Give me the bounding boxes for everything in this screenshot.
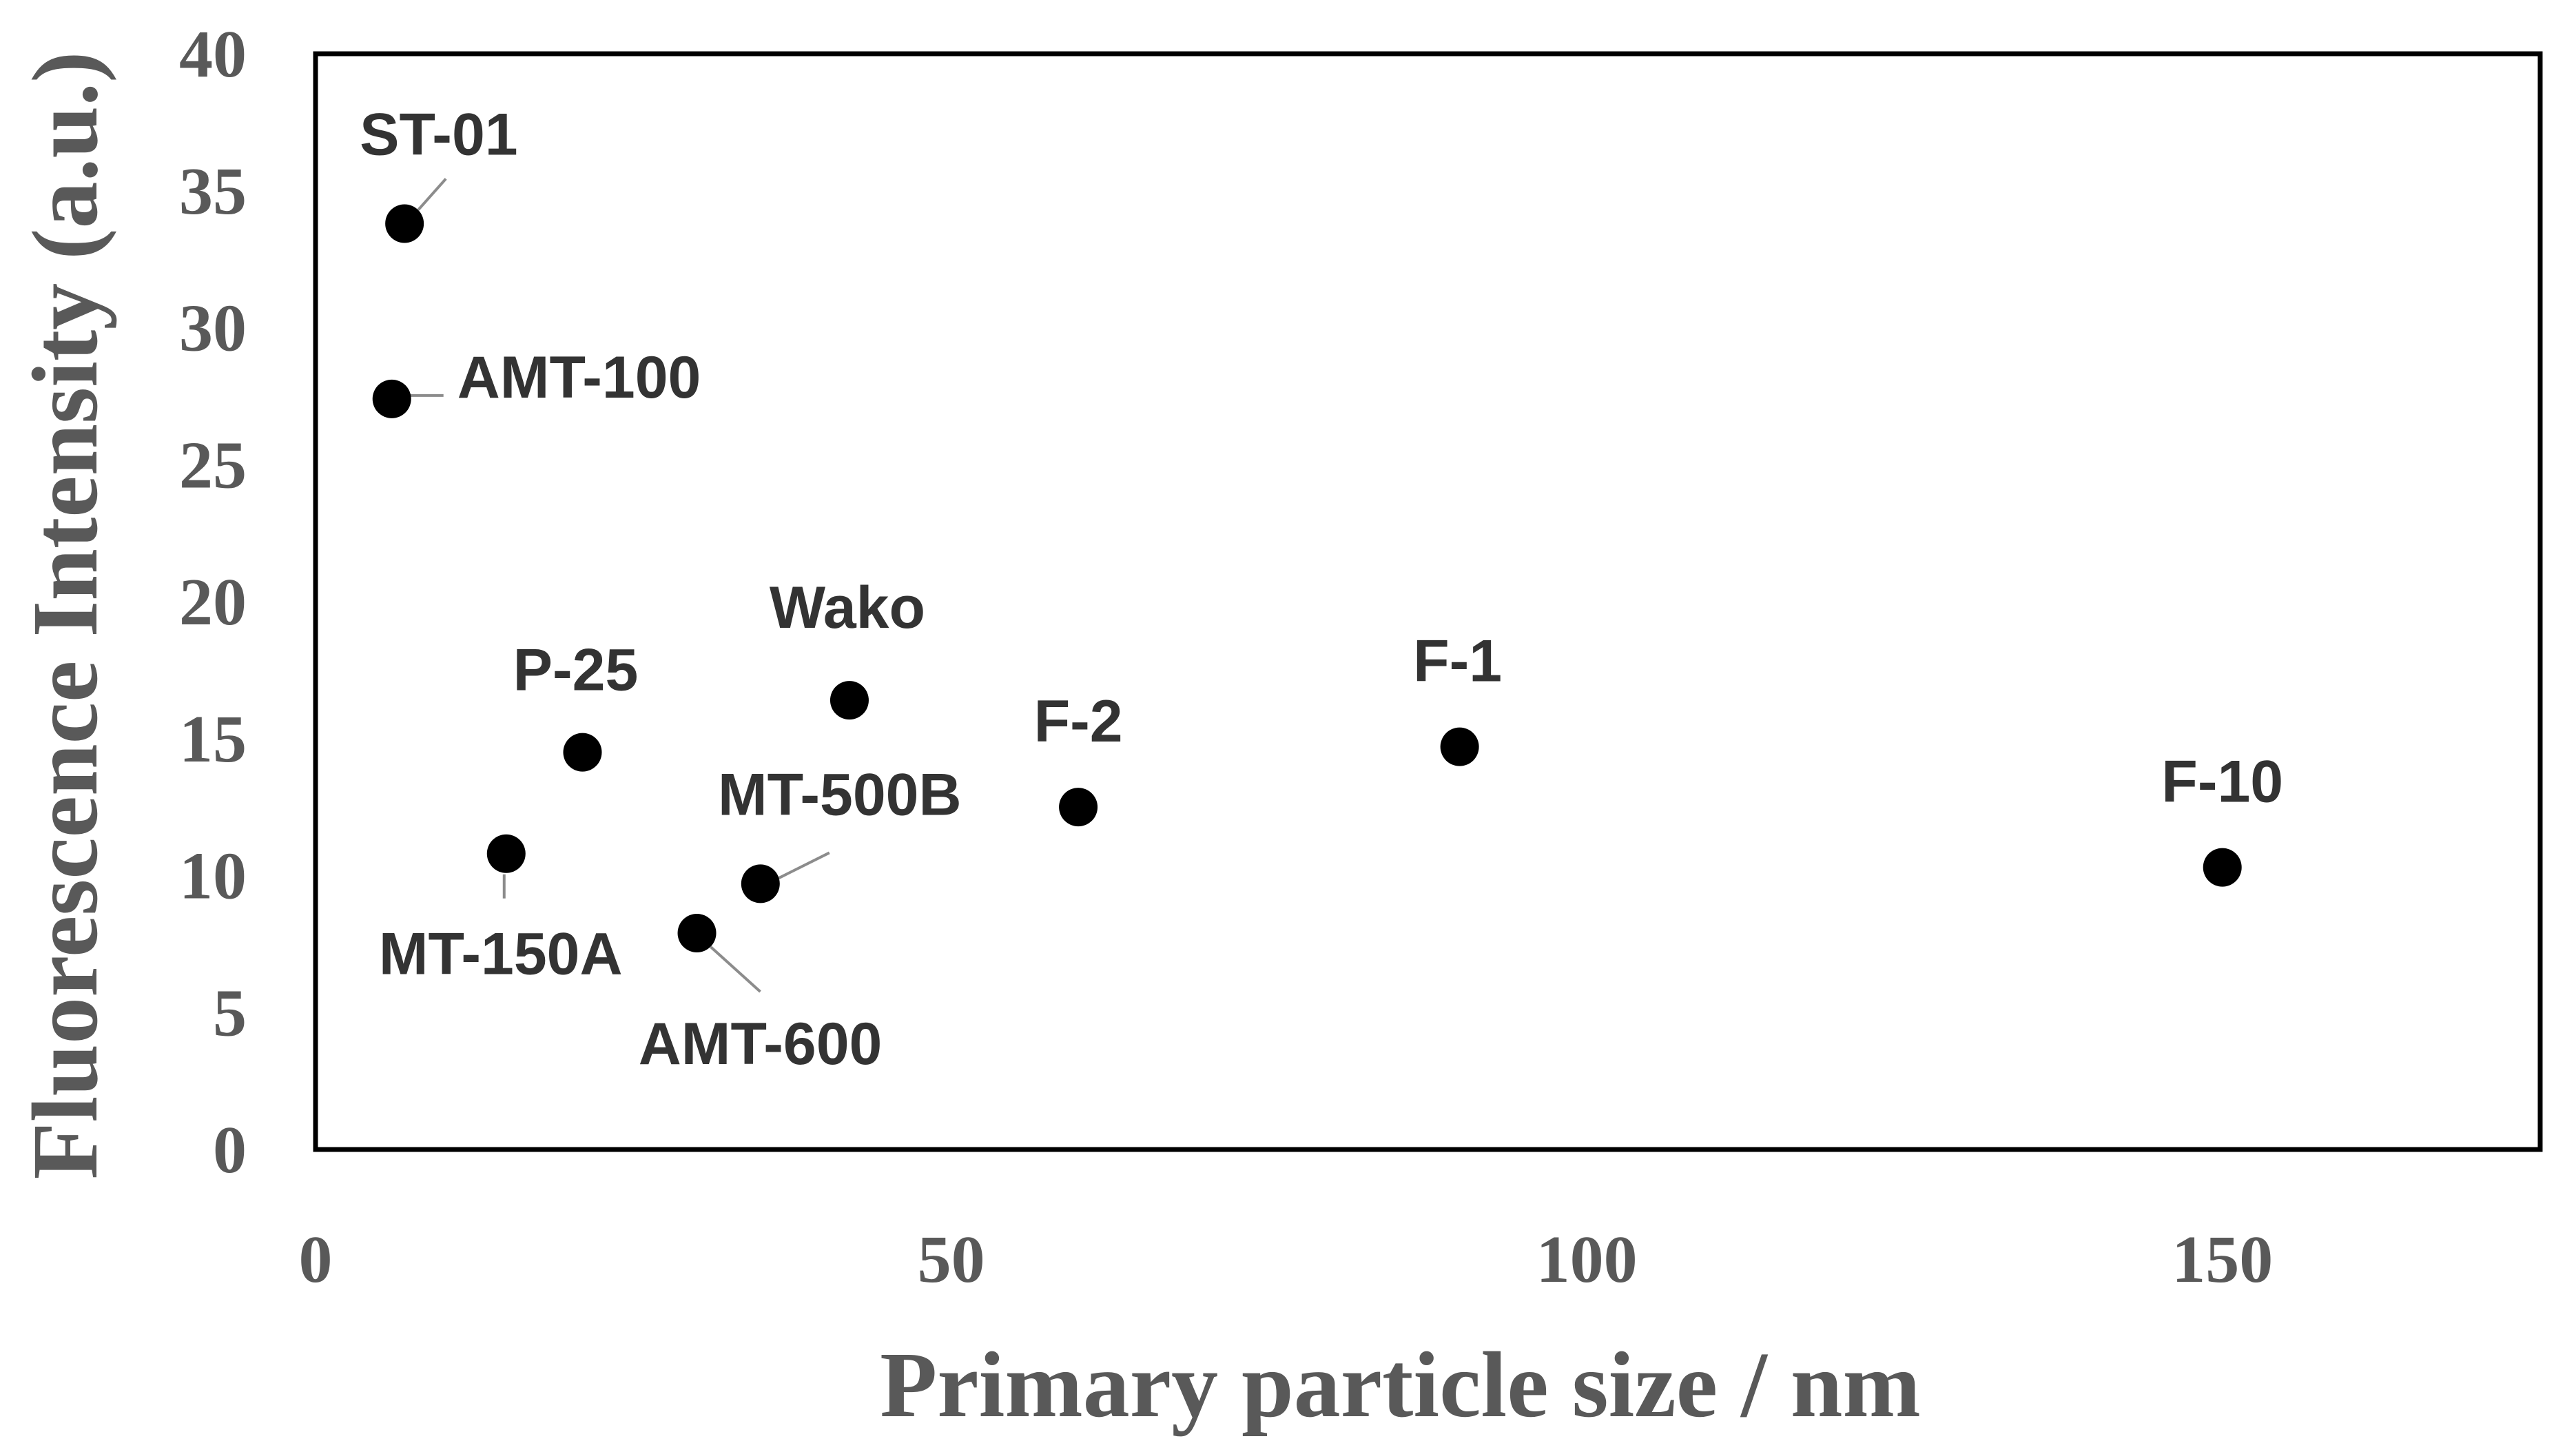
- data-point: [385, 204, 424, 243]
- data-label: MT-150A: [379, 921, 623, 988]
- data-point: [1059, 788, 1098, 827]
- x-axis-title: Primary particle size / nm: [880, 1333, 1921, 1437]
- data-point: [1440, 727, 1479, 766]
- x-tick-label: 150: [2172, 1223, 2273, 1297]
- y-tick-label: 10: [179, 839, 247, 914]
- x-tick-label: 100: [1536, 1223, 1638, 1297]
- y-axis-ticks: 0 5 10 15 20 25 30 35 40: [179, 17, 247, 1187]
- leader-line: [417, 178, 447, 211]
- y-tick-label: 40: [179, 17, 247, 92]
- data-label: AMT-100: [457, 345, 701, 411]
- plot-frame: [313, 51, 2543, 1152]
- y-tick-label: 35: [179, 154, 247, 229]
- data-point: [2203, 848, 2242, 887]
- x-tick-label: 50: [918, 1223, 985, 1297]
- data-label: ST-01: [360, 101, 517, 167]
- data-label: F-10: [2161, 749, 2283, 815]
- data-label: P-25: [513, 637, 639, 704]
- y-tick-label: 25: [179, 428, 247, 502]
- data-points: [372, 204, 2242, 952]
- x-tick-label: 0: [299, 1223, 333, 1297]
- x-axis-ticks: 0 50 100 150: [299, 1223, 2274, 1297]
- y-axis-title: Fluorescence Intensity (a.u.): [14, 52, 117, 1180]
- point-labels: ST-01 AMT-100 P-25 Wako MT-150A MT-500B AMT-60…: [360, 101, 2283, 1077]
- data-label: Wako: [770, 575, 925, 641]
- data-label: MT-500B: [718, 762, 962, 828]
- data-point: [372, 379, 411, 418]
- data-point: [486, 834, 526, 873]
- leader-line: [710, 946, 761, 993]
- data-label: F-2: [1034, 688, 1123, 755]
- data-point: [830, 681, 869, 720]
- y-tick-label: 0: [213, 1113, 247, 1187]
- leader-line: [773, 851, 830, 882]
- data-label: F-1: [1413, 628, 1502, 695]
- data-point: [677, 913, 717, 952]
- y-tick-label: 5: [213, 976, 247, 1050]
- y-tick-label: 15: [179, 702, 247, 777]
- y-tick-label: 20: [179, 565, 247, 640]
- data-point: [741, 864, 780, 903]
- label-leader-lines: [405, 178, 830, 993]
- data-point: [563, 733, 602, 772]
- data-label: AMT-600: [639, 1011, 883, 1077]
- y-tick-label: 30: [179, 292, 247, 366]
